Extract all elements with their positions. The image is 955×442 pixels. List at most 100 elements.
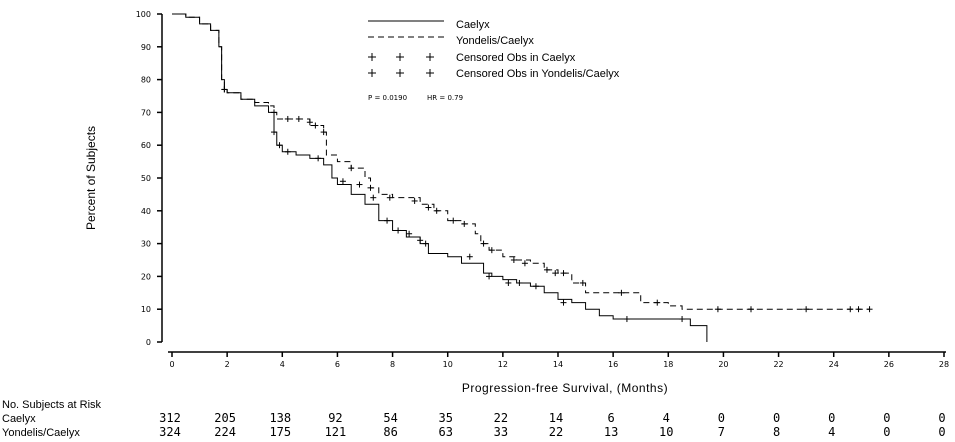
legend-censor-caelyx-marks	[368, 53, 434, 61]
risk-value: 6	[608, 411, 615, 425]
x-tick-label: 18	[663, 360, 673, 369]
risk-table-header: No. Subjects at Risk	[2, 399, 102, 411]
legend-label-censor-caelyx: Censored Obs in Caelyx	[456, 52, 576, 64]
p-value: P = 0.0190	[368, 94, 407, 102]
censor-mark-caelyx	[370, 194, 377, 201]
y-tick-label: 0	[146, 338, 151, 347]
y-tick-label: 80	[141, 76, 151, 85]
censor-mark-caelyx	[271, 129, 278, 136]
risk-value: 35	[438, 411, 452, 425]
censor-mark-yondelis-caelyx	[295, 115, 302, 122]
censor-mark-caelyx	[315, 155, 322, 162]
x-tick-label: 10	[443, 360, 453, 369]
hazard-ratio: HR = 0.79	[427, 94, 463, 102]
risk-value: 92	[328, 411, 342, 425]
censor-mark-yondelis-caelyx	[803, 306, 810, 313]
x-tick-label: 0	[169, 360, 174, 369]
risk-value: 0	[938, 425, 945, 439]
censor-mark-yondelis-caelyx	[510, 257, 517, 263]
censor-mark-yondelis-caelyx	[348, 165, 355, 172]
y-tick-label: 60	[141, 141, 151, 150]
censor-mark-caelyx	[384, 217, 391, 224]
censor-mark-yondelis-caelyx	[271, 109, 278, 116]
x-tick-label: 8	[390, 360, 395, 369]
risk-value: 205	[214, 411, 236, 425]
y-tick-label: 100	[136, 10, 151, 19]
censor-mark-yondelis-caelyx	[847, 306, 854, 313]
censor-mark-caelyx	[406, 230, 413, 237]
risk-value: 22	[549, 425, 563, 439]
y-tick-label: 90	[141, 43, 151, 52]
x-tick-label: 28	[939, 360, 949, 369]
censor-mark-yondelis-caelyx	[425, 204, 432, 211]
censor-marks	[221, 86, 873, 323]
risk-value: 86	[383, 425, 397, 439]
legend-censor-yondelis-marks	[368, 69, 434, 77]
censor-mark-caelyx	[532, 283, 539, 290]
censor-mark-caelyx	[422, 240, 429, 247]
risk-value: 54	[383, 411, 397, 425]
legend-label-censor-yondelis: Censored Obs in Yondelis/Caelyx	[456, 68, 620, 80]
y-tick-label: 50	[141, 174, 151, 183]
legend: Caelyx Yondelis/Caelyx Censored Obs in C…	[368, 19, 620, 102]
censor-mark-caelyx	[560, 299, 567, 306]
censor-mark-yondelis-caelyx	[312, 122, 319, 129]
risk-value: 4	[663, 411, 670, 425]
censor-mark-caelyx	[339, 178, 346, 185]
x-tick-label: 6	[335, 360, 340, 369]
y-tick-label: 20	[141, 272, 151, 281]
risk-value: 138	[269, 411, 291, 425]
x-tick-label: 20	[718, 360, 728, 369]
y-tick-label: 70	[141, 108, 151, 117]
censor-mark-yondelis-caelyx	[284, 115, 291, 122]
censor-mark-yondelis-caelyx	[855, 306, 862, 313]
censor-mark-yondelis-caelyx	[866, 306, 873, 313]
censor-mark-yondelis-caelyx	[461, 220, 468, 227]
risk-value: 33	[494, 425, 508, 439]
risk-value: 312	[159, 411, 181, 425]
risk-value: 0	[828, 411, 835, 425]
risk-value: 324	[159, 425, 181, 439]
censor-mark-yondelis-caelyx	[748, 306, 754, 313]
risk-value: 63	[438, 425, 452, 439]
censor-mark-caelyx	[679, 316, 686, 323]
legend-label-yondelis: Yondelis/Caelyx	[456, 35, 534, 47]
censor-mark-caelyx	[417, 237, 424, 244]
censor-mark-caelyx	[395, 227, 402, 234]
censor-mark-yondelis-caelyx	[480, 240, 487, 247]
risk-table: No. Subjects at Risk Caelyx Yondelis/Cae…	[2, 399, 946, 439]
censor-mark-yondelis-caelyx	[560, 270, 567, 277]
censor-mark-yondelis-caelyx	[552, 270, 559, 277]
censor-mark-yondelis-caelyx	[714, 306, 721, 313]
x-tick-label: 26	[884, 360, 894, 369]
censor-mark-yondelis-caelyx	[433, 207, 440, 214]
x-tick-label: 22	[773, 360, 783, 369]
censor-mark-caelyx	[516, 279, 523, 286]
censor-mark-yondelis-caelyx	[521, 260, 528, 267]
risk-value: 175	[269, 425, 291, 439]
x-tick-label: 2	[225, 360, 230, 369]
risk-value: 0	[718, 411, 725, 425]
x-tick-label: 14	[553, 360, 563, 369]
censor-mark-yondelis-caelyx	[221, 86, 228, 93]
censor-mark-caelyx	[276, 142, 283, 149]
censor-mark-yondelis-caelyx	[367, 184, 374, 191]
legend-label-caelyx: Caelyx	[456, 19, 490, 31]
censor-mark-yondelis-caelyx	[618, 289, 625, 296]
censor-mark-yondelis-caelyx	[450, 217, 457, 224]
censor-mark-yondelis-caelyx	[654, 299, 661, 306]
censor-mark-yondelis-caelyx	[306, 119, 313, 126]
censor-mark-yondelis-caelyx	[488, 247, 495, 254]
risk-value: 13	[604, 425, 618, 439]
x-tick-label: 12	[498, 360, 508, 369]
risk-row-label-caelyx: Caelyx	[2, 413, 36, 425]
censor-mark-caelyx	[466, 253, 473, 260]
censor-mark-yondelis-caelyx	[320, 129, 327, 136]
censor-mark-yondelis-caelyx	[386, 194, 393, 201]
risk-value: 0	[883, 425, 890, 439]
risk-value: 8	[773, 425, 780, 439]
y-axis-label: Percent of Subjects	[84, 126, 98, 230]
